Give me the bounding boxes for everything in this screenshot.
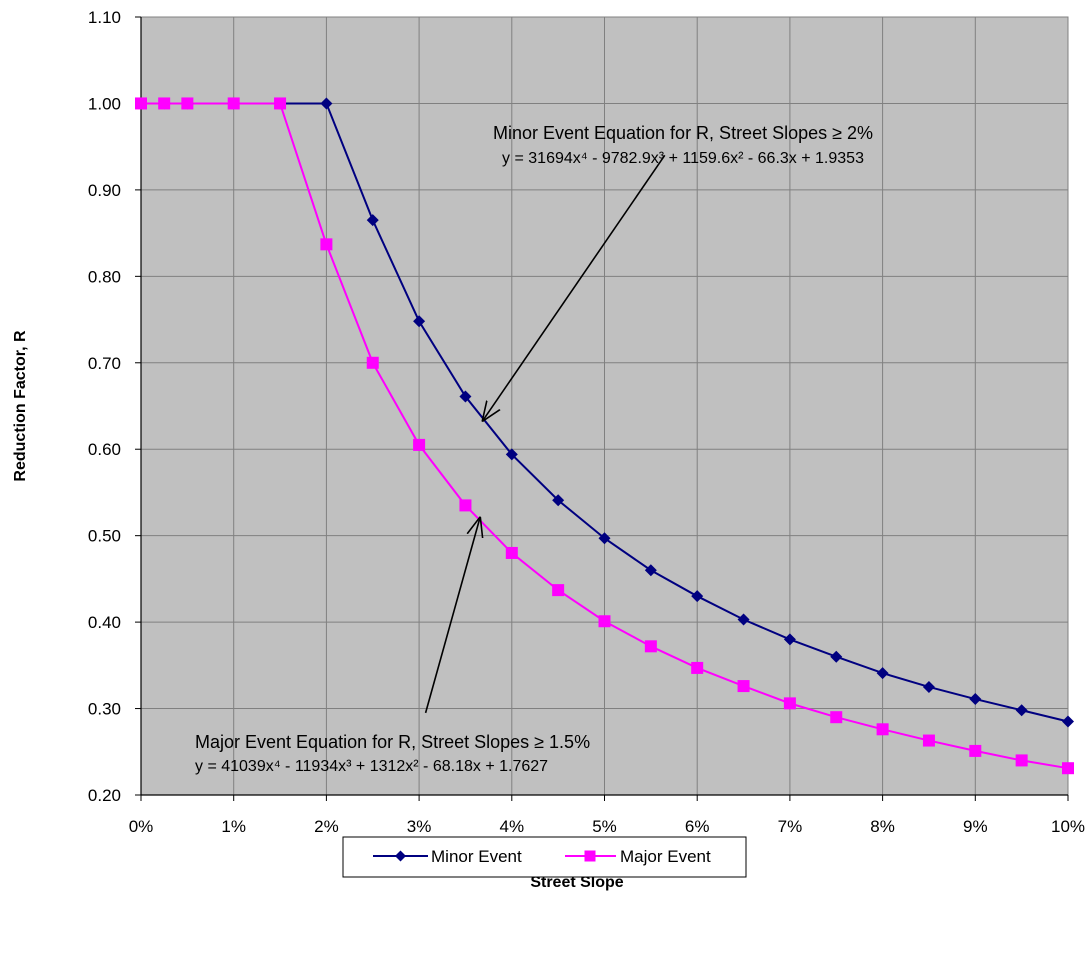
- y-tick-label: 0.50: [88, 527, 121, 546]
- x-tick-label: 1%: [221, 817, 246, 836]
- data-point-major-event: [320, 238, 333, 251]
- data-point-major-event: [737, 680, 750, 693]
- data-point-major-event: [783, 697, 796, 710]
- x-tick-label: 3%: [407, 817, 432, 836]
- legend-label-major: Major Event: [620, 847, 711, 866]
- data-point-major-event: [459, 499, 472, 512]
- x-tick-label: 7%: [778, 817, 803, 836]
- data-point-major-event: [969, 744, 982, 757]
- tick-labels: 0% 1% 2% 3% 4% 5% 6% 7% 8% 9% 10% 0.20 0.30 0.40 0.50 0…: [88, 8, 1085, 836]
- series-lines: [141, 102, 1069, 770]
- data-point-minor-event: [876, 667, 889, 680]
- data-point-major-event: [274, 97, 287, 110]
- data-point-minor-event: [783, 633, 796, 646]
- series-line-major-event: [141, 102, 1069, 770]
- x-tick-label: 5%: [592, 817, 617, 836]
- data-point-major-event: [1015, 754, 1028, 767]
- y-tick-label: 0.30: [88, 700, 121, 719]
- legend-marker-major: [584, 850, 596, 862]
- data-point-minor-event: [644, 564, 657, 577]
- series-markers: [135, 97, 1074, 775]
- annotation-major-title: Major Event Equation for R, Street Slope…: [195, 732, 590, 752]
- x-tick-label: 9%: [963, 817, 988, 836]
- y-tick-label: 1.00: [88, 94, 121, 113]
- legend-label-minor: Minor Event: [431, 847, 522, 866]
- annotation-minor-arrow: [482, 154, 666, 421]
- data-point-major-event: [158, 97, 171, 110]
- y-tick-label: 0.60: [88, 440, 121, 459]
- y-tick-label: 0.20: [88, 786, 121, 805]
- data-point-minor-event: [366, 214, 379, 227]
- data-point-minor-event: [922, 680, 935, 693]
- annotations: Minor Event Equation for R, Street Slope…: [195, 123, 873, 775]
- legend: Minor Event Major Event: [342, 836, 747, 878]
- annotation-major-equation: y = 41039x⁴ - 11934x³ + 1312x² - 68.18x …: [195, 758, 548, 775]
- data-point-major-event: [1062, 762, 1074, 775]
- data-point-minor-event: [413, 315, 426, 328]
- y-tick-label: 0.90: [88, 181, 121, 200]
- y-tick-label: 0.70: [88, 354, 121, 373]
- x-tick-label: 0%: [129, 817, 154, 836]
- data-point-major-event: [598, 615, 611, 628]
- data-point-minor-event: [1062, 715, 1074, 728]
- data-point-minor-event: [459, 390, 472, 403]
- data-point-minor-event: [552, 494, 565, 507]
- y-axis-title: Reduction Factor, R: [12, 330, 29, 482]
- x-tick-label: 8%: [870, 817, 895, 836]
- x-tick-label: 2%: [314, 817, 339, 836]
- data-point-minor-event: [737, 613, 750, 626]
- data-point-minor-event: [969, 693, 982, 706]
- legend-marker-minor: [395, 850, 406, 862]
- x-tick-label: 4%: [500, 817, 525, 836]
- y-tick-label: 0.40: [88, 613, 121, 632]
- data-point-major-event: [552, 584, 565, 597]
- data-point-minor-event: [505, 448, 518, 461]
- data-point-major-event: [691, 661, 704, 674]
- x-tick-label: 6%: [685, 817, 710, 836]
- x-tick-label: 10%: [1051, 817, 1085, 836]
- annotation-major-arrow: [424, 517, 481, 714]
- data-point-major-event: [135, 97, 147, 110]
- data-point-major-event: [505, 546, 518, 559]
- data-point-minor-event: [598, 532, 611, 545]
- y-tick-label: 0.80: [88, 267, 121, 286]
- data-point-minor-event: [1015, 704, 1028, 717]
- annotation-minor-equation: y = 31694x⁴ - 9782.9x³ + 1159.6x² - 66.3…: [502, 150, 864, 167]
- data-point-major-event: [876, 723, 889, 736]
- axes: [135, 16, 1069, 801]
- data-point-major-event: [413, 438, 426, 451]
- y-tick-label: 1.10: [88, 8, 121, 27]
- data-point-major-event: [830, 711, 843, 724]
- data-point-major-event: [922, 734, 935, 747]
- data-point-major-event: [181, 97, 194, 110]
- x-axis-title: Street Slope: [530, 874, 623, 891]
- data-point-major-event: [366, 356, 379, 369]
- data-point-minor-event: [691, 590, 704, 603]
- data-point-minor-event: [320, 97, 333, 110]
- data-point-minor-event: [830, 650, 843, 663]
- data-point-major-event: [644, 640, 657, 653]
- annotation-minor-title: Minor Event Equation for R, Street Slope…: [493, 123, 873, 143]
- data-point-major-event: [227, 97, 240, 110]
